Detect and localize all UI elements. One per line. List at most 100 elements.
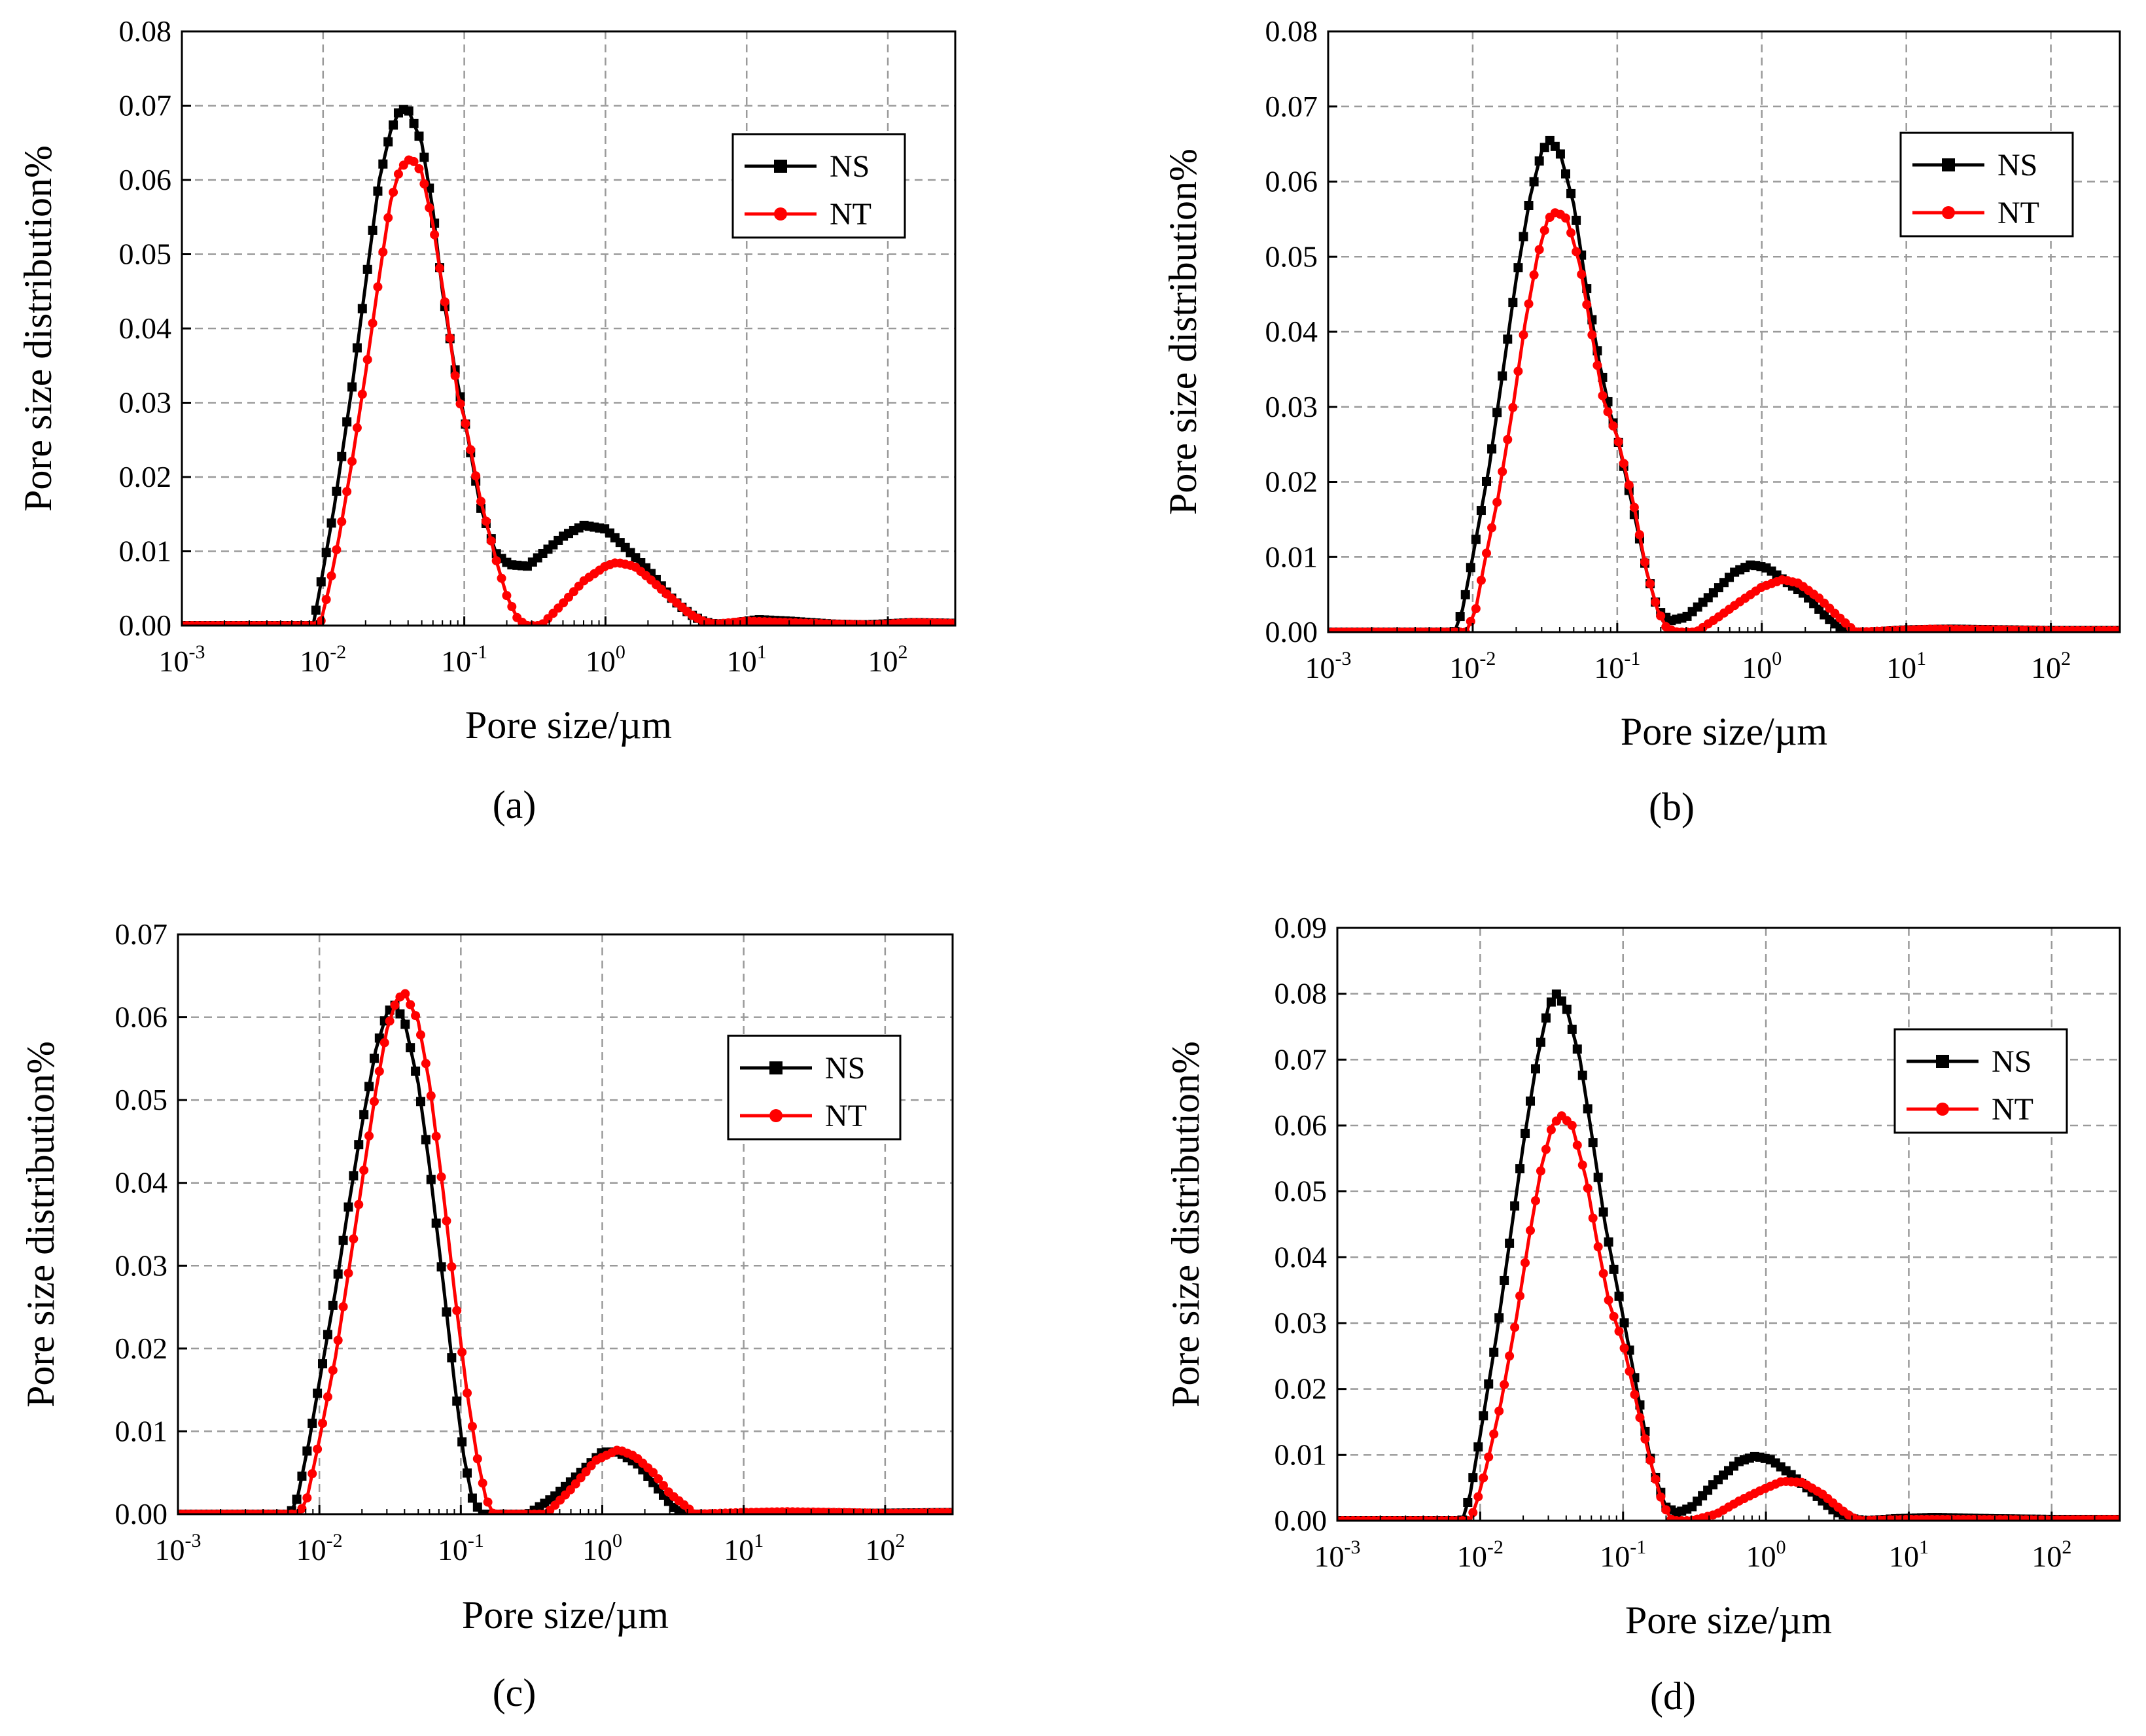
x-tick-label: 10-3 [1305,648,1352,684]
legend-nt-label-c: NT [825,1099,867,1133]
data-point-ns [1550,141,1560,151]
data-point-nt [1572,1141,1582,1150]
data-point-nt [486,536,496,546]
data-point-nt [1471,604,1481,614]
series-group-d [1337,989,2120,1521]
data-point-nt [1634,530,1644,540]
data-point-ns [1463,1498,1473,1508]
x-tick-label: 102 [2032,1536,2071,1573]
y-tick-label: 0.05 [119,238,172,271]
data-point-nt [390,1001,400,1010]
data-point-ns [313,1389,323,1398]
data-point-nt [471,471,481,481]
data-point-nt [302,1493,312,1503]
y-tick-label: 0.09 [1275,911,1328,944]
data-point-nt [1494,1406,1504,1416]
legend-ns-marker-b [1942,158,1955,171]
data-point-ns [1492,408,1502,417]
data-point-ns [467,1493,477,1503]
x-tick-base: 10 [1305,651,1335,684]
x-tick-base: 10 [1594,651,1624,684]
data-point-ns [1567,1024,1577,1034]
data-point-nt [1625,1366,1634,1376]
data-point-nt [435,263,444,273]
data-point-ns [1476,506,1486,516]
x-tick-label: 102 [2031,648,2071,684]
x-tick-base: 10 [1449,651,1479,684]
y-tick-label: 0.05 [1265,239,1318,273]
data-point-ns [1482,476,1491,486]
data-point-nt [1651,1474,1661,1484]
data-point-nt [461,419,470,429]
data-point-ns [292,1495,302,1504]
data-point-ns [364,1082,374,1091]
data-point-nt [442,1216,451,1226]
grid-a [182,31,955,626]
data-point-nt [406,1000,415,1010]
data-point-ns [1593,1173,1603,1182]
data-point-ns [1619,1318,1629,1328]
chart-panel-d: 0.00 0.01 0.02 0.03 0.04 0.05 0.06 0.07 0.08 0.09… [1164,911,2121,1718]
data-point-ns [1494,1313,1504,1323]
legend-d: NS NT [1893,1028,2068,1134]
data-point-ns [1521,1128,1530,1138]
data-point-nt [1487,523,1497,533]
x-tick-label: 102 [868,641,908,678]
y-tick-label: 0.07 [119,89,172,122]
y-tick-label: 0.01 [119,535,172,568]
data-point-ns [1562,1004,1572,1014]
data-point-nt [476,497,486,506]
data-point-ns [1536,1037,1545,1047]
data-point-nt [368,318,378,328]
data-point-ns [1541,1013,1551,1023]
data-point-ns [359,1110,369,1120]
data-point-ns [318,1359,328,1369]
x-tick-base: 10 [1889,1540,1919,1573]
x-tick-label: 10-1 [441,641,487,678]
data-point-nt [450,371,460,381]
data-point-ns [409,118,419,128]
data-point-nt [491,556,501,565]
legend-ns-label-b: NS [1997,148,2037,183]
data-point-nt [2115,626,2120,632]
x-tick-exponent: -1 [471,641,487,663]
x-tick-exponent: -1 [1630,1536,1646,1558]
data-point-ns [1498,371,1507,381]
y-tick-label: 0.00 [115,1497,168,1531]
data-point-nt [1519,330,1528,340]
x-tick-base: 10 [1457,1540,1487,1573]
data-point-nt [421,1059,431,1069]
data-point-nt [338,1302,348,1312]
data-point-nt [321,595,331,605]
data-point-nt [1608,421,1618,431]
x-tick-base: 10 [1742,651,1772,684]
x-tick-label: 10-3 [155,1530,202,1567]
data-point-ns [383,137,393,147]
x-tick-exponent: 0 [612,1530,622,1551]
data-point-ns [297,1471,307,1481]
grid-d [1337,928,2120,1521]
data-point-ns [362,264,372,274]
data-point-ns [1546,997,1556,1007]
data-point-ns [347,382,357,392]
y-tick-label: 0.03 [1265,390,1318,423]
data-point-nt [1624,480,1634,490]
data-point-nt [385,1016,395,1026]
data-point-ns [1508,298,1518,308]
data-point-ns [1519,232,1528,241]
data-point-nt [431,1131,441,1141]
data-point-nt [1651,597,1661,607]
x-tick-base: 10 [586,645,616,678]
data-point-nt [565,1485,575,1495]
data-point-ns [321,548,331,558]
y-tick-label: 0.08 [119,14,172,48]
legend-nt-marker-d [1936,1103,1949,1116]
panel-label-b: (b) [1649,785,1695,828]
data-point-nt [308,1469,317,1479]
data-point-ns [1524,200,1534,210]
data-point-ns [1500,1275,1509,1285]
data-point-nt [1593,1242,1603,1252]
x-tick-base: 10 [724,1533,754,1567]
data-point-nt [328,1366,338,1375]
data-point-ns [308,1419,317,1428]
